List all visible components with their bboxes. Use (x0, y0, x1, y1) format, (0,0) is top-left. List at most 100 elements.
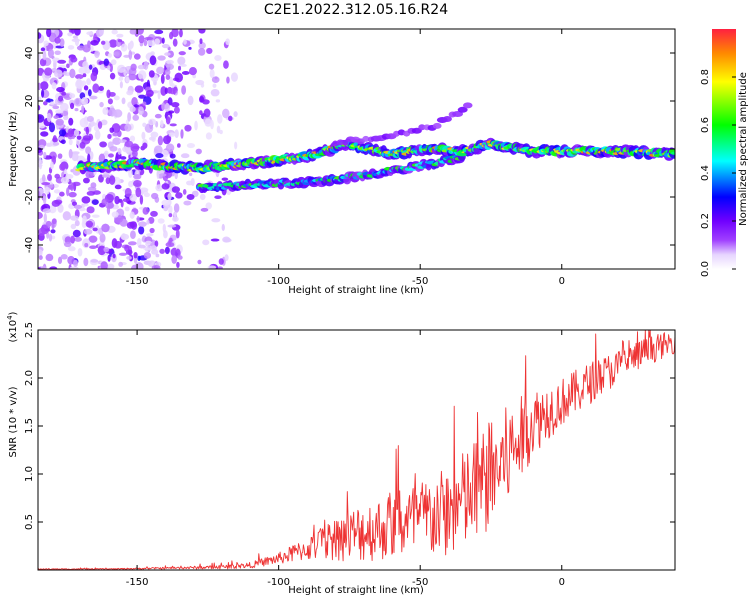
heatmap-noise-cell (76, 45, 85, 51)
heatmap-noise-cell (101, 198, 108, 205)
heatmap-noise-cell (186, 180, 193, 186)
heatmap-noise-cell (141, 131, 146, 140)
heatmap-noise-cell (50, 101, 55, 106)
heatmap-noise-cell (82, 60, 89, 69)
heatmap-noise-cell (128, 50, 133, 60)
colorbar-gradient (712, 29, 736, 269)
heatmap-noise-cell (211, 218, 221, 223)
heatmap-noise-cell (129, 106, 136, 113)
heatmap-noise-cell (82, 135, 92, 141)
heatmap-noise-cell (176, 261, 180, 268)
heatmap-noise-cell (62, 211, 71, 221)
heatmap-noise-cell (66, 187, 70, 197)
heatmap-noise-cell (113, 109, 123, 118)
heatmap-noise-cell (169, 76, 174, 87)
heatmap-noise-cell (126, 255, 132, 260)
spectrogram-y-tick-label: -40 (24, 237, 35, 253)
heatmap-trace-cell (456, 152, 467, 157)
heatmap-noise-cell (160, 86, 167, 96)
heatmap-noise-cell (87, 89, 92, 97)
heatmap-noise-cell (56, 87, 65, 93)
spectrogram-x-label: Height of straight line (km) (288, 285, 424, 296)
heatmap-noise-cell (217, 114, 223, 124)
heatmap-noise-cell (109, 72, 116, 80)
heatmap-noise-cell (133, 251, 138, 259)
heatmap-noise-cell (121, 233, 126, 241)
heatmap-noise-cell (68, 138, 73, 146)
heatmap-noise-cell (52, 142, 60, 146)
heatmap-noise-cell (67, 128, 74, 137)
heatmap-noise-cell (166, 59, 174, 65)
snr-panel: -150 -100 -50 0 0.5 1.0 1.5 2.0 2.5 Height of s… (6, 311, 676, 596)
heatmap-noise-cell (47, 48, 54, 59)
heatmap-noise-cell (94, 50, 100, 59)
heatmap-noise-cell (112, 253, 116, 259)
heatmap-noise-cell (98, 29, 105, 36)
heatmap-noise-cell (144, 36, 154, 41)
snr-x-tick-label: 0 (559, 577, 565, 588)
heatmap-noise-cell (112, 137, 122, 145)
heatmap-noise-cell (159, 248, 165, 254)
heatmap-noise-cell (103, 150, 109, 158)
heatmap-noise-cell (41, 174, 46, 183)
heatmap-noise-cell (212, 83, 217, 88)
heatmap-noise-cell (219, 129, 223, 135)
heatmap-noise-cell (171, 255, 177, 264)
heatmap-noise-cell (111, 211, 119, 218)
heatmap-noise-cell (175, 192, 183, 199)
heatmap-noise-cell (133, 104, 140, 108)
heatmap-noise-cell (143, 60, 149, 70)
heatmap-noise-cell (132, 114, 140, 121)
heatmap-noise-cell (165, 74, 171, 80)
heatmap-noise-cell (153, 145, 163, 155)
heatmap-noise-cell (149, 55, 157, 66)
heatmap-noise-cell (156, 169, 160, 180)
spectrogram-x-tick-label: 0 (559, 276, 565, 287)
heatmap-noise-cell (204, 118, 213, 127)
heatmap-noise-cell (107, 98, 113, 105)
heatmap-noise-cell (81, 220, 87, 228)
spectrogram-x-ticks: -150 -100 -50 0 (126, 29, 565, 287)
heatmap-noise-cell (114, 184, 122, 190)
heatmap-noise-cell (71, 201, 77, 207)
snr-x-tick-label: -150 (126, 577, 149, 588)
heatmap-noise-cell (233, 111, 238, 117)
heatmap-noise-cell (197, 259, 202, 265)
heatmap-noise-cell (99, 101, 104, 108)
heatmap-noise-cell (57, 59, 67, 64)
heatmap-noise-cell (43, 151, 47, 159)
heatmap-noise-cell (73, 259, 78, 268)
heatmap-noise-cell (108, 39, 118, 48)
heatmap-noise-cell (131, 96, 138, 107)
heatmap-noise-cell (221, 223, 225, 231)
heatmap-noise-cell (112, 132, 120, 137)
heatmap-noise-cell (156, 66, 165, 75)
heatmap-noise-cell (162, 223, 166, 233)
heatmap-noise-cell (171, 29, 179, 38)
heatmap-noise-cell (106, 89, 111, 99)
heatmap-noise-cell (186, 194, 195, 201)
heatmap-noise-cell (42, 50, 47, 61)
heatmap-noise-cell (75, 74, 84, 80)
heatmap-noise-cell (137, 64, 146, 70)
heatmap-noise-cell (67, 32, 73, 37)
heatmap-noise-cell (123, 54, 131, 58)
colorbar-label: Normalized spectral amplitude (738, 72, 749, 226)
heatmap-noise-cell (142, 142, 148, 149)
heatmap-noise-cell (130, 63, 137, 71)
heatmap-noise-cell (120, 200, 124, 208)
heatmap-noise-cell (164, 68, 171, 76)
heatmap-noise-cell (77, 247, 83, 257)
heatmap-noise-cell (97, 121, 103, 129)
heatmap-noise-cell (82, 73, 87, 78)
heatmap-noise-cell (106, 263, 115, 269)
heatmap-noise-cell (215, 99, 221, 103)
heatmap-noise-cell (130, 230, 136, 240)
heatmap-noise-cell (169, 153, 176, 159)
heatmap-noise-cell (168, 213, 173, 218)
heatmap-noise-cell (179, 29, 183, 38)
heatmap-noise-cell (214, 195, 222, 200)
spectrogram-y-tick-label: 40 (24, 47, 35, 60)
snr-scale-label: (x104) (6, 311, 19, 342)
heatmap-noise-cell (90, 182, 97, 189)
